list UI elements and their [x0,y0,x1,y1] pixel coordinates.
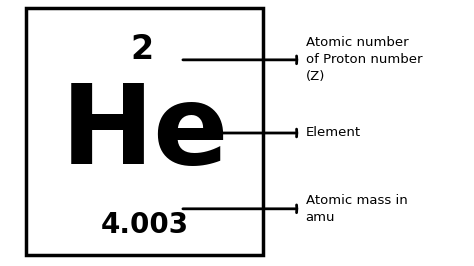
FancyBboxPatch shape [26,8,263,255]
Text: Atomic mass in
amu: Atomic mass in amu [306,194,408,224]
Text: 2: 2 [131,33,154,66]
Text: Element: Element [306,127,361,139]
Text: He: He [60,80,229,186]
Text: Atomic number
of Proton number
(Z): Atomic number of Proton number (Z) [306,36,422,83]
Text: 4.003: 4.003 [100,211,189,239]
